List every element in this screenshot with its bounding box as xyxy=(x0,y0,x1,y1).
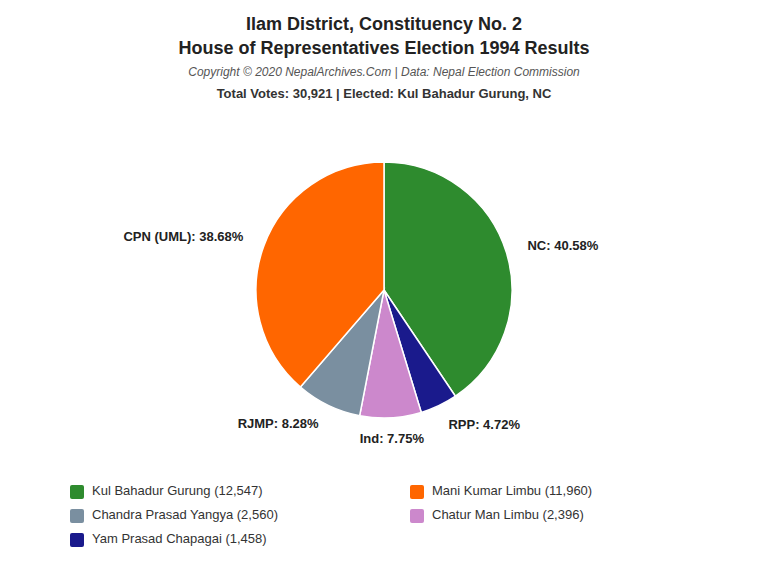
title: House of Representatives Election 1994 R… xyxy=(178,38,589,58)
legend-label: Mani Kumar Limbu (11,960) xyxy=(432,483,592,498)
pie-slice xyxy=(256,162,384,387)
subtitle: Total Votes: 30,921 | Elected: Kul Bahad… xyxy=(217,86,552,101)
legend-label: Chatur Man Limbu (2,396) xyxy=(432,507,584,522)
legend-label: Yam Prasad Chapagai (1,458) xyxy=(92,531,267,546)
legend-label: Kul Bahadur Gurung (12,547) xyxy=(92,483,263,498)
data-label: RJMP: 8.28% xyxy=(238,416,319,431)
data-label: NC: 40.58% xyxy=(527,238,598,253)
legend-swatch xyxy=(70,533,84,547)
data-label: RPP: 4.72% xyxy=(448,417,520,432)
legend-label: Chandra Prasad Yangya (2,560) xyxy=(92,507,278,522)
data-label: CPN (UML): 38.68% xyxy=(123,229,243,244)
chart: Ilam District, Constituency No. 2 House o… xyxy=(0,0,768,576)
data-labels: NC: 40.58% RPP: 4.72% Ind: 7.75% RJMP: 8.28… xyxy=(123,229,598,446)
annotation: Copyright © 2020 NepalArchives.Com | Dat… xyxy=(188,65,580,79)
legend-swatch xyxy=(70,509,84,523)
legend-swatch xyxy=(70,485,84,499)
pie xyxy=(256,162,512,418)
data-label: Ind: 7.75% xyxy=(360,431,425,446)
title: Ilam District, Constituency No. 2 xyxy=(246,14,522,34)
legend: Kul Bahadur Gurung (12,547) Chandra Prasa… xyxy=(70,483,592,547)
legend-swatch xyxy=(410,485,424,499)
legend-swatch xyxy=(410,509,424,523)
